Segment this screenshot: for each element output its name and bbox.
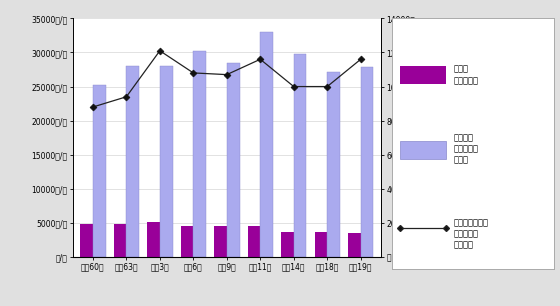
Text: 年間商品販売額
（市全体）
（億円）: 年間商品販売額 （市全体） （億円） (454, 218, 489, 250)
Bar (147, 222, 160, 257)
Text: 従業者数
（市全体）
（人）: 従業者数 （市全体） （人） (454, 133, 479, 164)
Bar (214, 226, 227, 257)
FancyBboxPatch shape (400, 66, 446, 84)
Bar (114, 224, 127, 257)
Bar (348, 233, 361, 257)
Bar (294, 54, 306, 257)
Text: 商店数
（市全体）: 商店数 （市全体） (454, 65, 479, 85)
Bar (281, 232, 294, 257)
Bar (80, 224, 93, 257)
FancyBboxPatch shape (400, 141, 446, 159)
Bar (227, 63, 240, 257)
Bar (193, 51, 206, 257)
Bar (127, 66, 139, 257)
Bar (260, 32, 273, 257)
Bar (160, 66, 172, 257)
Bar (315, 233, 327, 257)
Bar (248, 226, 260, 257)
Bar (180, 226, 193, 257)
Bar (93, 85, 106, 257)
Bar (327, 72, 340, 257)
Bar (361, 67, 374, 257)
